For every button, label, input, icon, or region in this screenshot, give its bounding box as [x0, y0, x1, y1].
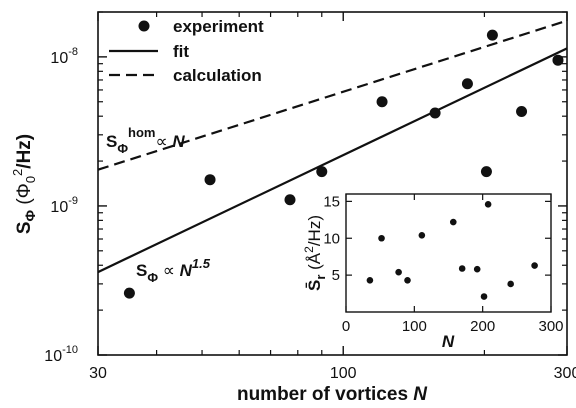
x-tick-label: 100 [330, 365, 357, 382]
data-point-experiment [123, 287, 135, 299]
inset-data-point [378, 234, 385, 242]
main-points [123, 29, 564, 299]
inset-data-point [473, 265, 481, 273]
data-point-experiment [552, 54, 564, 66]
inset-points [366, 201, 538, 300]
inset-ticks: 0 100 200 300 5 10 15 [323, 193, 563, 335]
inset-x-axis-label: N [442, 332, 455, 351]
x-tick-label: 300 [554, 365, 576, 382]
inset-y-tick-label: 15 [323, 193, 340, 210]
y-tick-label: 10-10 [44, 344, 78, 365]
inset-x-tick-label: 100 [402, 318, 427, 335]
inset-data-point [531, 262, 538, 269]
inset-data-point [366, 276, 374, 284]
data-point-experiment [316, 166, 328, 178]
annotation-fit-scaling: SΦ ∝ N1.5 [136, 256, 211, 285]
inset-plot-frame [345, 193, 552, 313]
y-tick-label: 10-9 [50, 195, 78, 216]
inset-data-point [484, 201, 492, 208]
inset-data-point [418, 232, 426, 239]
inset-data-point [449, 218, 457, 226]
data-point-experiment [204, 174, 216, 186]
legend: experiment fit calculation [109, 17, 264, 85]
data-point-experiment [516, 106, 528, 118]
inset-data-point [395, 268, 402, 276]
inset-x-tick-label: 300 [538, 318, 563, 335]
inset-x-tick-label: 0 [342, 318, 350, 335]
series-line-calculation [98, 19, 567, 171]
data-point-experiment [480, 166, 492, 178]
data-point-experiment [461, 78, 473, 90]
legend-label-fit: fit [173, 42, 189, 61]
legend-label-calculation: calculation [173, 66, 262, 85]
x-tick-label: 30 [89, 365, 107, 382]
inset-y-tick-label: 5 [332, 267, 340, 284]
inset-data-point [458, 265, 466, 272]
inset-data-point [507, 280, 514, 288]
data-point-experiment [376, 96, 388, 108]
main-lines [98, 19, 567, 274]
main-plot-frame [97, 11, 568, 356]
y-tick-label: 10-8 [50, 46, 78, 67]
data-point-experiment [429, 107, 441, 119]
data-point-experiment [486, 29, 498, 41]
inset-x-tick-label: 200 [470, 318, 495, 335]
series-line-fit [98, 47, 567, 274]
inset-chart: 0 100 200 300 5 10 15 N S̄r (Å2/Hz) [302, 193, 564, 351]
legend-label-experiment: experiment [173, 17, 264, 36]
data-point-experiment [284, 194, 296, 206]
inset-y-axis-label: S̄r (Å2/Hz) [302, 215, 328, 291]
annotation-homogeneous: SΦhom∝ N [106, 125, 185, 156]
inset-data-point [480, 293, 488, 300]
inset-data-point [404, 276, 411, 284]
inset-y-tick-label: 10 [323, 230, 340, 247]
x-axis-label: number of vortices N [237, 384, 428, 405]
y-axis-label: SΦ (Φ02/Hz) [10, 134, 38, 234]
legend-dot-marker [138, 20, 150, 32]
